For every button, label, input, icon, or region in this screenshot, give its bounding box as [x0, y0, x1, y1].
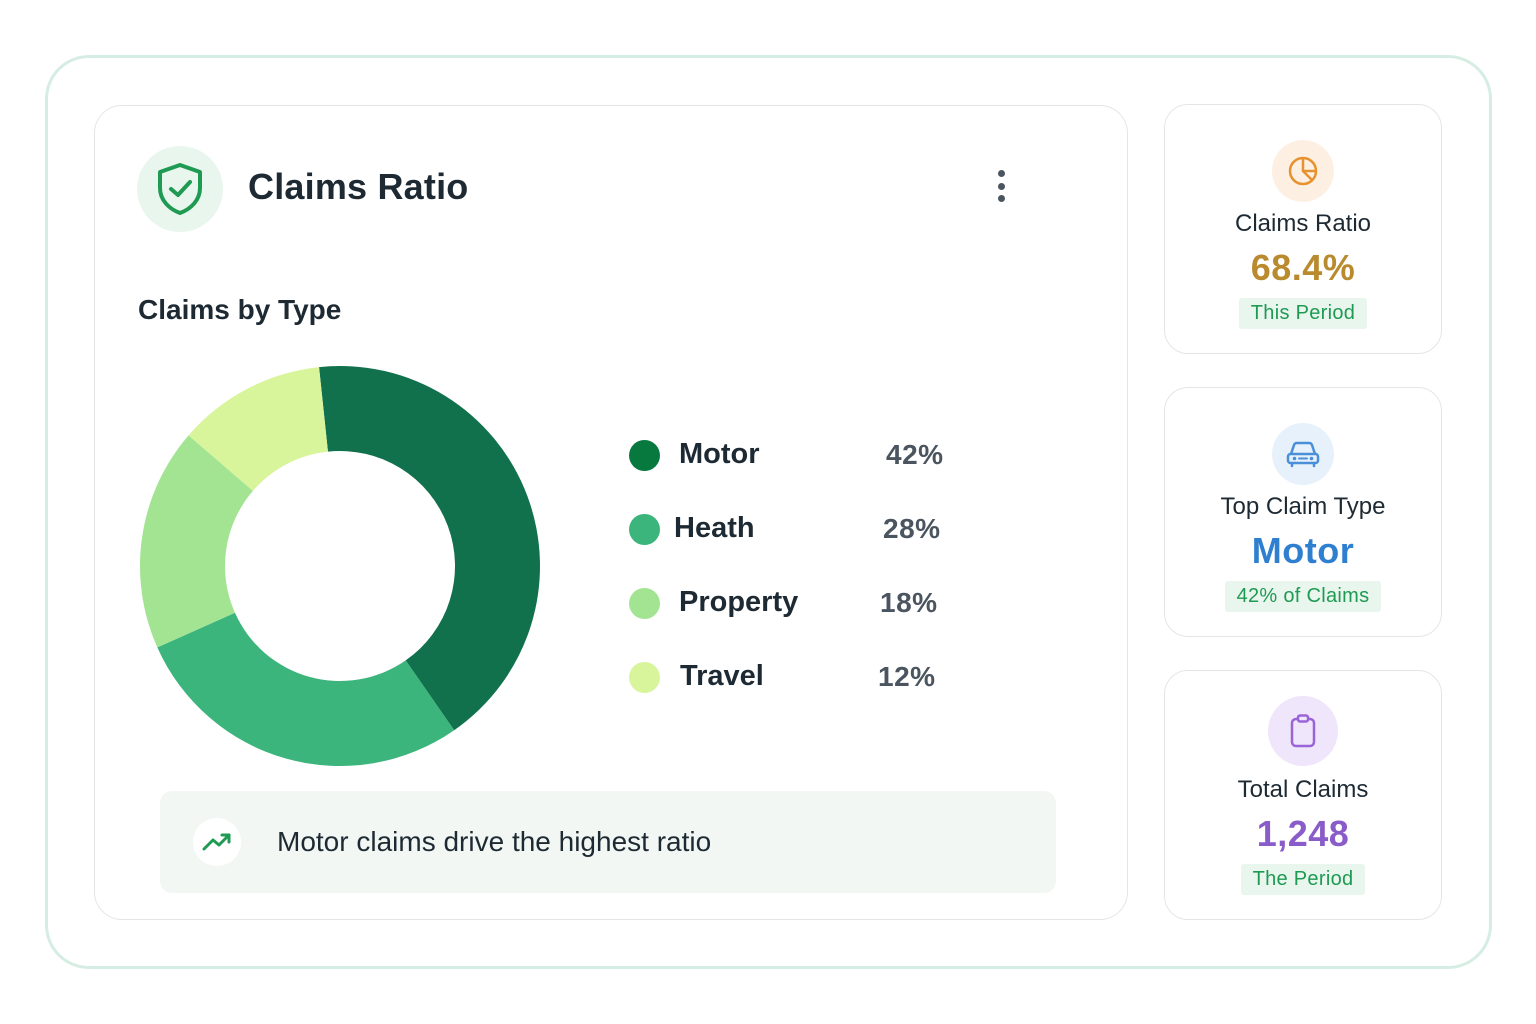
stat-value: 68.4%: [1250, 247, 1356, 288]
stat-value: 1,248: [1256, 813, 1350, 854]
section-title: Claims by Type: [138, 294, 342, 325]
stat-card-top-claim-type: Top Claim Type Motor 42% of Claims: [1164, 387, 1442, 637]
stat-card-total-claims: Total Claims 1,248 The Period: [1164, 670, 1442, 920]
card-title: Claims Ratio: [248, 166, 469, 207]
donut-slice-motor: [319, 366, 540, 731]
pie-chart-icon: [1272, 140, 1334, 202]
stat-label: Total Claims: [1237, 776, 1369, 803]
insight-text: Motor claims drive the highest ratio: [277, 826, 712, 857]
legend-dot-motor: [629, 440, 660, 471]
donut-chart: [140, 366, 540, 766]
stat-badge: The Period: [1240, 864, 1366, 895]
trending-up-icon: [193, 818, 241, 866]
legend-value-heath: 28%: [883, 513, 941, 544]
legend-label-motor: Motor: [679, 438, 760, 470]
stat-card-claims-ratio: Claims Ratio 68.4% This Period: [1164, 104, 1442, 354]
claims-ratio-card: [94, 105, 1128, 920]
stat-label: Top Claim Type: [1220, 493, 1386, 520]
stat-label: Claims Ratio: [1234, 210, 1372, 237]
legend-label-heath: Heath: [674, 512, 755, 544]
donut-slice-travel: [188, 367, 328, 491]
stat-badge: 42% of Claims: [1224, 581, 1382, 612]
kebab-dot: [997, 195, 1005, 202]
donut-slice-property: [140, 435, 253, 648]
legend-dot-travel: [629, 662, 660, 693]
kebab-dot: [997, 170, 1005, 177]
legend-dot-property: [629, 588, 660, 619]
legend-value-property: 18%: [880, 587, 938, 618]
legend-label-travel: Travel: [680, 660, 764, 692]
stat-badge-wrap: This Period: [1165, 298, 1441, 329]
stat-badge-wrap: 42% of Claims: [1165, 581, 1441, 612]
legend-dot-heath: [629, 514, 660, 545]
legend-label-property: Property: [679, 586, 799, 618]
kebab-dot: [997, 182, 1005, 190]
insight-banner: [160, 791, 1056, 893]
stat-badge-wrap: The Period: [1165, 864, 1441, 895]
legend-value-motor: 42%: [886, 439, 944, 470]
car-icon: [1272, 423, 1334, 485]
shield-check-icon: [137, 146, 223, 232]
stat-badge: This Period: [1238, 298, 1368, 329]
legend-value-travel: 12%: [878, 661, 936, 692]
kebab-menu-icon[interactable]: [986, 166, 1016, 206]
stat-value: Motor: [1251, 530, 1355, 571]
clipboard-icon: [1268, 696, 1338, 766]
donut-slice-heath: [157, 612, 455, 766]
